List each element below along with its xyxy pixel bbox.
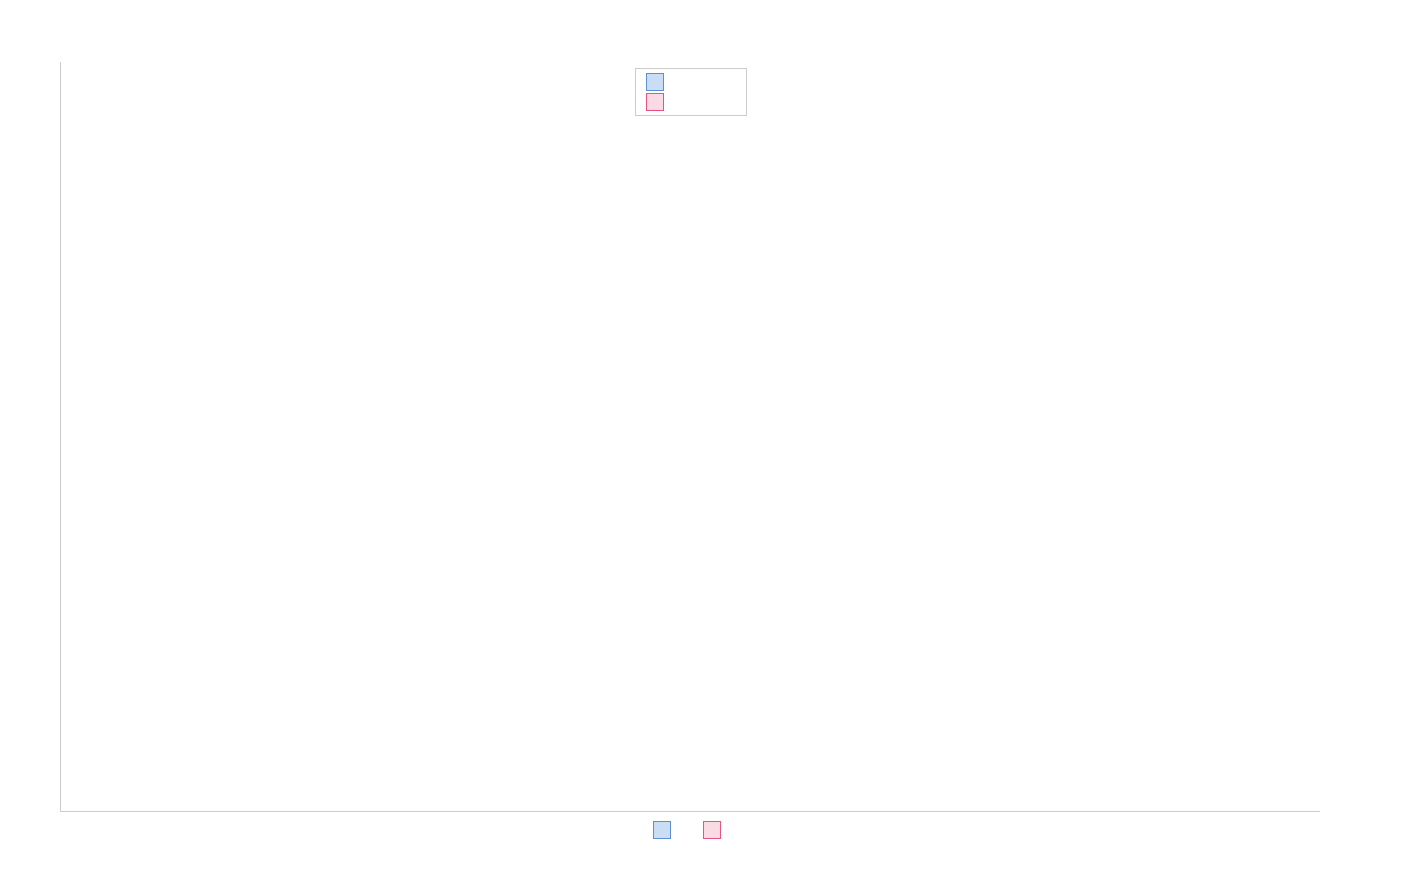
legend-series bbox=[653, 821, 729, 839]
scatter-svg bbox=[61, 62, 1320, 811]
plot-area bbox=[60, 62, 1320, 812]
legend-swatch-blue-icon bbox=[653, 821, 671, 839]
legend-item-norwegians bbox=[703, 821, 729, 839]
legend-swatch-pink-icon bbox=[703, 821, 721, 839]
legend-item-iranians bbox=[653, 821, 679, 839]
chart-container bbox=[0, 0, 1406, 892]
